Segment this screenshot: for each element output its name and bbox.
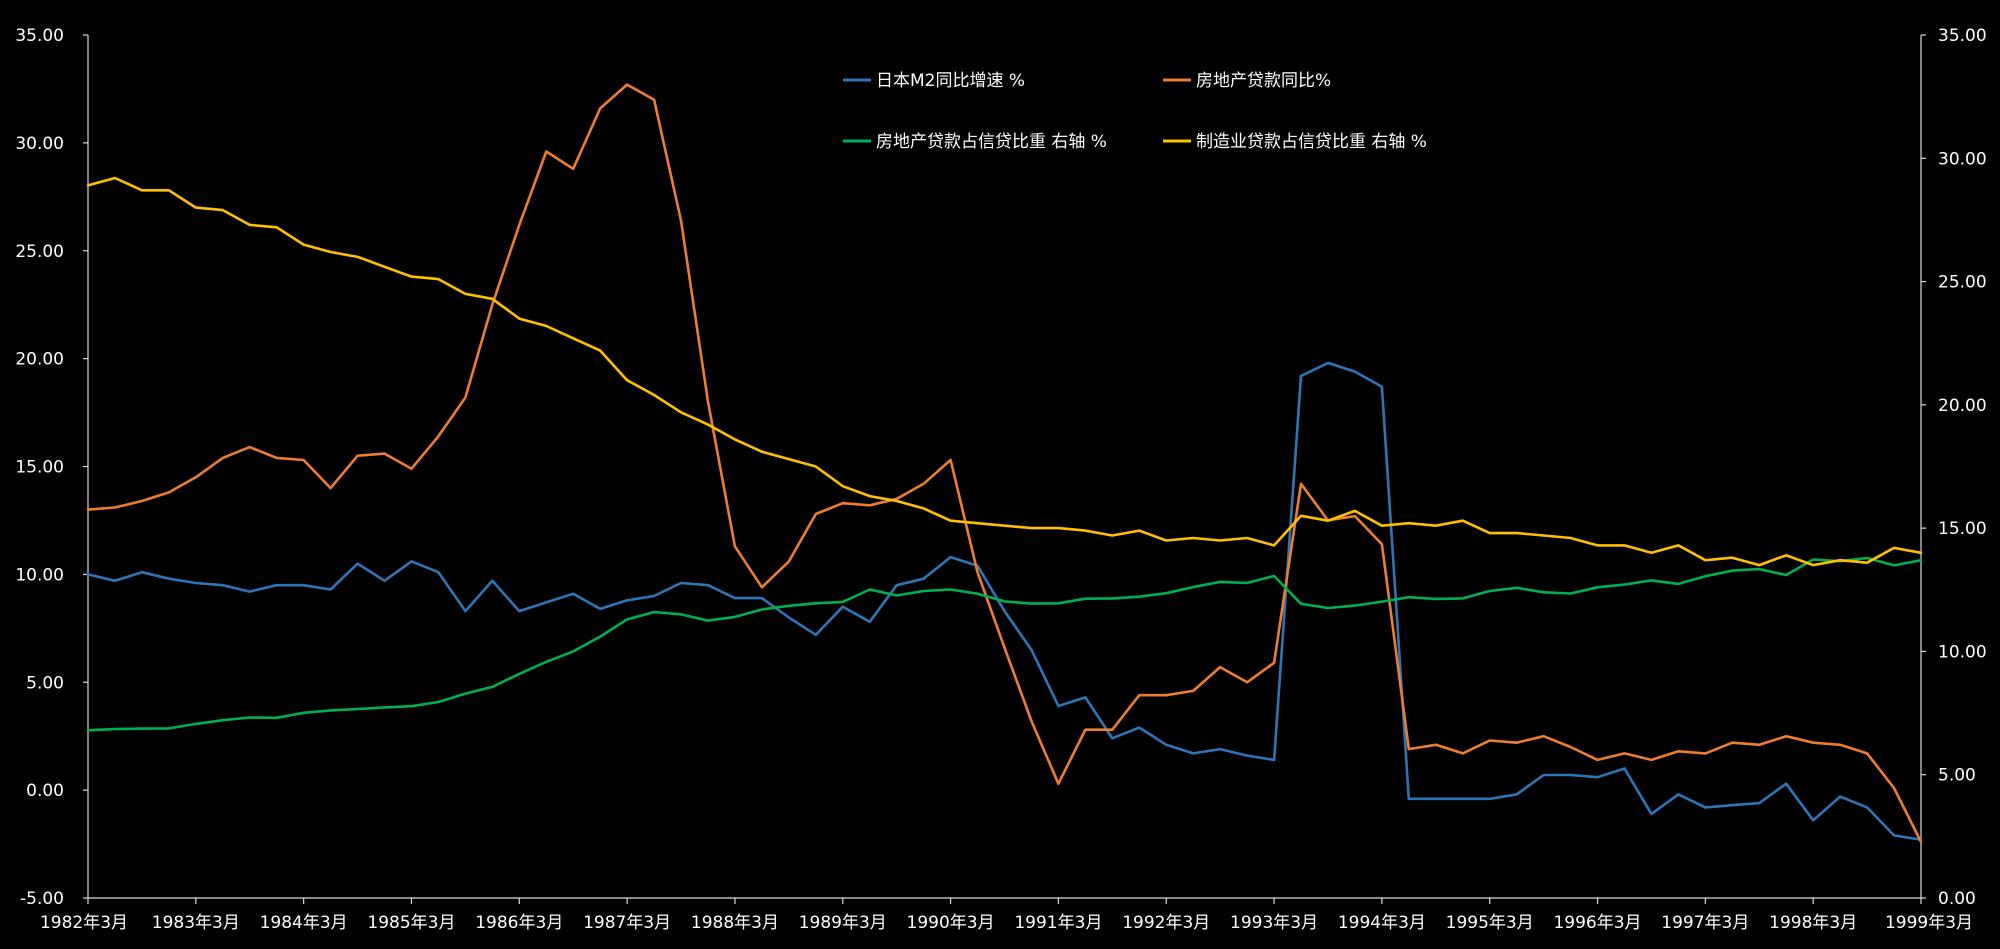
- left-tick-label: 10.00: [15, 565, 64, 585]
- left-tick-label: 35.00: [15, 26, 64, 46]
- right-tick-label: 35.00: [1938, 26, 1987, 46]
- axes: -5.00 0.00 5.00 10.00 15.00 20.00 25.00 30.00 35…: [15, 26, 1986, 933]
- x-tick-label: 1995年3月: [1446, 913, 1534, 933]
- legend-label-3: 房地产贷款占信贷比重 右轴 %: [876, 132, 1107, 152]
- x-tick-label: 1986年3月: [475, 913, 563, 933]
- right-tick-label: 0.00: [1938, 889, 1976, 909]
- legend-label-2: 房地产贷款同比%: [1196, 71, 1331, 91]
- left-tick-label: 15.00: [15, 458, 64, 478]
- right-tick-label: 30.00: [1938, 149, 1987, 169]
- x-tick-label: 1996年3月: [1553, 913, 1641, 933]
- right-tick-label: 20.00: [1938, 396, 1987, 416]
- legend: 日本M2同比增速 % 房地产贷款同比% 房地产贷款占信贷比重 右轴 % 制造业贷款占信…: [843, 71, 1427, 152]
- x-tick-label: 1999年3月: [1885, 913, 1973, 933]
- left-tick-label: 30.00: [15, 134, 64, 154]
- series-line-1: [86, 361, 1923, 842]
- legend-label-4: 制造业贷款占信贷比重 右轴 %: [1196, 132, 1427, 152]
- right-tick-label: 10.00: [1938, 642, 1987, 662]
- x-tick-label: 1982年3月: [40, 913, 128, 933]
- series-line-3: [86, 556, 1923, 732]
- x-tick-label: 1994年3月: [1338, 913, 1426, 933]
- left-tick-label: -5.00: [20, 889, 64, 909]
- x-tick-label: 1985年3月: [367, 913, 455, 933]
- series-group: [86, 83, 1923, 844]
- right-tick-label: 25.00: [1938, 273, 1987, 293]
- left-tick-label: 0.00: [26, 781, 64, 801]
- left-tick-label: 5.00: [26, 673, 64, 693]
- x-tick-label: 1990年3月: [907, 913, 995, 933]
- left-tick-label: 20.00: [15, 350, 64, 370]
- x-tick-label: 1983年3月: [152, 913, 240, 933]
- x-tick-label: 1988年3月: [691, 913, 779, 933]
- right-tick-label: 15.00: [1938, 519, 1987, 539]
- x-tick-label: 1987年3月: [583, 913, 671, 933]
- series-line-4: [86, 176, 1923, 567]
- x-tick-label: 1998年3月: [1769, 913, 1857, 933]
- x-tick-label: 1997年3月: [1661, 913, 1749, 933]
- legend-label-1: 日本M2同比增速 %: [876, 71, 1025, 91]
- x-tick-label: 1992年3月: [1122, 913, 1210, 933]
- left-tick-label: 25.00: [15, 242, 64, 262]
- series-line-2: [86, 83, 1923, 844]
- x-tick-label: 1989年3月: [799, 913, 887, 933]
- x-tick-label: 1993年3月: [1230, 913, 1318, 933]
- x-tick-label: 1991年3月: [1014, 913, 1102, 933]
- x-tick-label: 1984年3月: [260, 913, 348, 933]
- right-tick-label: 5.00: [1938, 766, 1976, 786]
